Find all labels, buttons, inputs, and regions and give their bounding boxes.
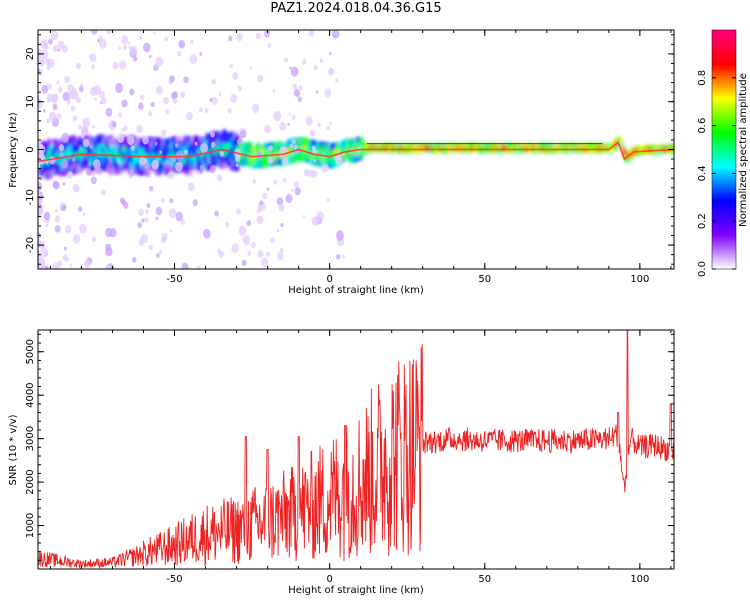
snr-panel: -50 0 50 100 1000 2000 3000 4000 5000 Height of … <box>8 329 675 596</box>
snr-y-tick-label: 5000 <box>25 339 36 364</box>
snr-x-axis-label: Height of straight line (km) <box>288 585 424 596</box>
snr-x-tick-label: 50 <box>478 574 491 585</box>
snr-y-axis-label: SNR (10 * v/v) <box>8 414 19 485</box>
colorbar-label: Normalized spectral amplitude <box>738 73 749 227</box>
spectrogram-y-tick-label: -10 <box>25 189 36 205</box>
snr-y-tick-label: 1000 <box>25 513 36 538</box>
spectrogram-x-tick-label: 50 <box>478 274 491 285</box>
spectrogram-x-tick-label: -50 <box>166 274 182 285</box>
snr-x-tick-label: 0 <box>326 574 332 585</box>
snr-y-tick-label: 3000 <box>25 426 36 451</box>
snr-x-tick-label: 100 <box>630 574 649 585</box>
snr-frame <box>37 329 675 570</box>
colorbar-ticks: 0.0 0.2 0.4 0.6 0.8 <box>697 70 736 277</box>
snr-y-tick-label: 4000 <box>25 382 36 407</box>
spectrogram-x-axis-label: Height of straight line (km) <box>288 285 424 296</box>
colorbar-tick-label: 0.8 <box>697 70 708 86</box>
spectrogram-heat-layer <box>38 30 674 269</box>
page-title: PAZ1.2024.018.04.36.G15 <box>270 1 442 16</box>
colorbar-gradient <box>711 29 737 270</box>
colorbar: 0.0 0.2 0.4 0.6 0.8 Normalized spectral ampl… <box>697 29 749 277</box>
snr-series-line <box>38 330 674 569</box>
snr-y-tick-label: 2000 <box>25 469 36 494</box>
colorbar-tick-label: 0.4 <box>697 165 708 181</box>
spectrogram-y-tick-label: -20 <box>25 237 36 253</box>
frequency-ridge-line <box>38 140 674 163</box>
colorbar-tick-label: 0.0 <box>697 261 708 277</box>
spectrogram-y-axis-label: Frequency (Hz) <box>8 112 19 188</box>
spectrogram-y-tick-label: 10 <box>25 95 36 108</box>
colorbar-tick-label: 0.2 <box>697 213 708 229</box>
colorbar-tick-label: 0.6 <box>697 118 708 134</box>
spectrogram-y-tick-label: 0 <box>25 146 36 152</box>
snr-x-tick-label: -50 <box>166 574 182 585</box>
snr-line-layer <box>38 330 674 569</box>
spectrogram-x-tick-label: 100 <box>630 274 649 285</box>
spectrogram-x-tick-label: 0 <box>326 274 332 285</box>
spectrogram-y-tick-label: 20 <box>25 48 36 61</box>
snr-ticks: -50 0 50 100 1000 2000 3000 4000 5000 <box>25 330 674 585</box>
